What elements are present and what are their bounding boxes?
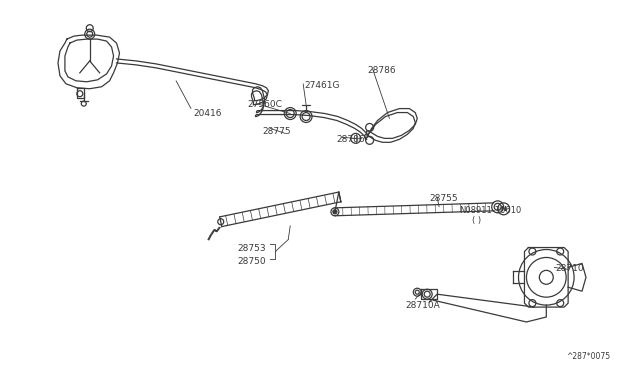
Text: 28786: 28786 xyxy=(336,135,365,144)
Text: N: N xyxy=(500,206,506,212)
Text: 28710A: 28710A xyxy=(405,301,440,310)
Text: 28775: 28775 xyxy=(262,128,291,137)
Text: N08911-30610: N08911-30610 xyxy=(459,206,521,215)
Text: 27461G: 27461G xyxy=(304,81,340,90)
Text: ( ): ( ) xyxy=(472,216,481,225)
Text: 28755: 28755 xyxy=(429,194,458,203)
Text: ^287*0075: ^287*0075 xyxy=(566,352,611,361)
Text: 28753: 28753 xyxy=(237,244,266,253)
Text: 28786: 28786 xyxy=(367,66,396,75)
Text: 27560C: 27560C xyxy=(248,100,282,109)
Circle shape xyxy=(333,210,337,214)
Text: 28750: 28750 xyxy=(237,257,266,266)
Text: 20416: 20416 xyxy=(193,109,221,118)
Text: 28710: 28710 xyxy=(556,264,584,273)
